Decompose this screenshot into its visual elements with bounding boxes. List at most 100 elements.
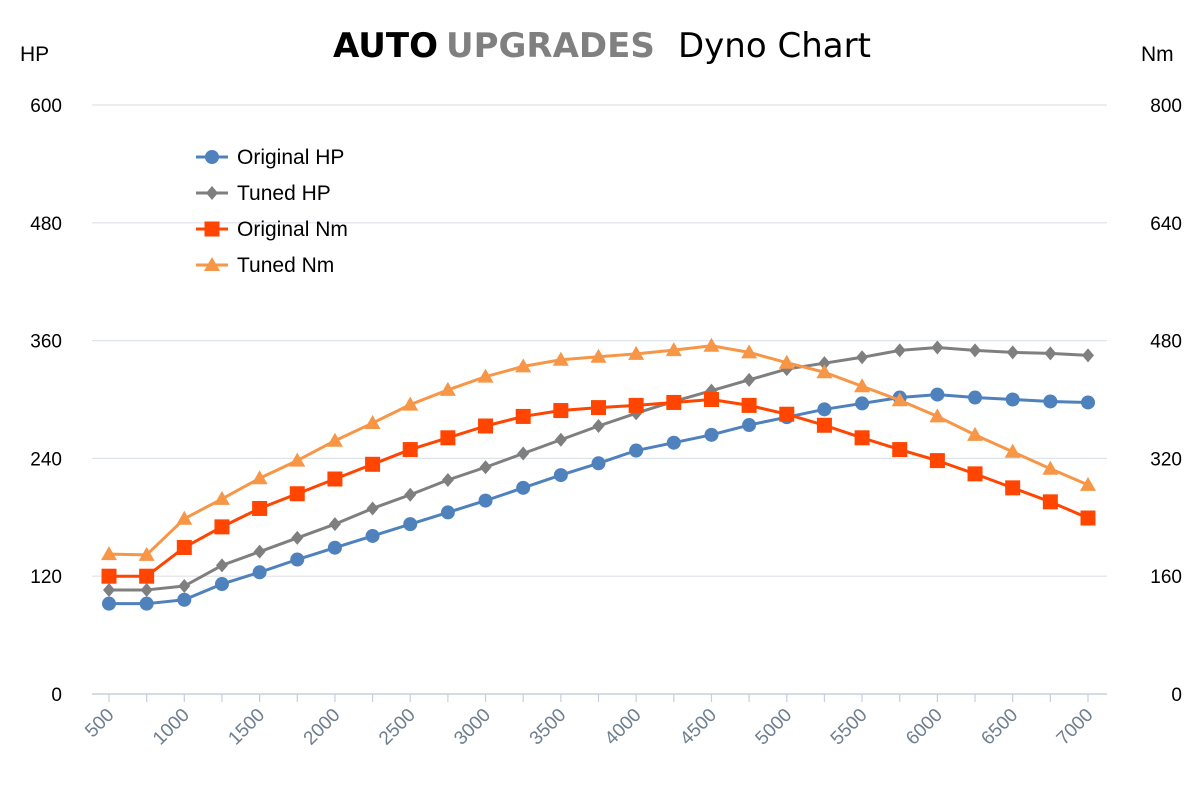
- x-tick-label: 2500: [375, 705, 420, 750]
- series-line: [108, 344, 1089, 557]
- data-point: [1006, 345, 1019, 360]
- data-point: [741, 397, 757, 413]
- series-original-hp: [102, 387, 1095, 611]
- data-point: [552, 351, 569, 366]
- data-point: [327, 471, 343, 487]
- right-tick-label: 640: [1150, 214, 1182, 235]
- data-point: [478, 418, 494, 434]
- chart-title: AUTO UPGRADES Dyno Chart: [333, 26, 871, 66]
- legend: Original HP Tuned HP Original Nm Tuned Nm: [196, 146, 348, 277]
- x-tick-label: 3500: [526, 705, 571, 750]
- legend-label: Tuned HP: [237, 182, 331, 205]
- data-point: [138, 546, 155, 561]
- data-point: [102, 596, 116, 611]
- data-point: [1004, 443, 1021, 458]
- data-point: [553, 403, 569, 419]
- data-point: [289, 452, 306, 467]
- data-point: [251, 470, 268, 485]
- right-tick-label: 320: [1150, 449, 1182, 470]
- data-point: [818, 356, 831, 371]
- data-point: [365, 456, 381, 472]
- right-tick-label: 0: [1171, 685, 1182, 706]
- x-tick-label: 1500: [224, 705, 269, 750]
- data-point: [477, 368, 494, 383]
- data-point: [214, 519, 230, 535]
- data-point: [931, 340, 944, 355]
- data-point: [743, 372, 756, 387]
- data-point: [1044, 346, 1057, 361]
- data-point: [289, 486, 305, 502]
- data-point: [816, 364, 833, 379]
- data-point: [478, 493, 493, 508]
- data-point: [591, 400, 606, 416]
- data-point: [666, 435, 681, 450]
- data-point: [515, 358, 532, 373]
- title-brand-grey: UPGRADES: [446, 26, 655, 66]
- data-point: [440, 505, 455, 520]
- data-point: [855, 396, 870, 411]
- data-point: [629, 443, 644, 458]
- data-point: [779, 406, 795, 422]
- data-point: [891, 392, 908, 407]
- right-axis-unit-label: Nm: [1141, 43, 1174, 66]
- data-point: [778, 354, 795, 369]
- right-tick-label: 160: [1150, 567, 1182, 588]
- data-point: [176, 510, 193, 525]
- data-point: [402, 396, 419, 411]
- legend-marker: [204, 257, 220, 271]
- data-point: [516, 480, 531, 495]
- data-point: [366, 501, 379, 516]
- data-point: [404, 487, 417, 502]
- data-point: [252, 500, 268, 516]
- x-tick-label: 2000: [300, 705, 345, 750]
- data-point: [214, 577, 229, 592]
- right-tick-label: 480: [1150, 332, 1182, 353]
- left-tick-label: 120: [30, 567, 62, 588]
- data-point: [177, 592, 192, 607]
- data-point: [553, 468, 568, 483]
- data-point: [140, 582, 153, 597]
- data-point: [666, 394, 682, 410]
- data-point: [326, 432, 343, 447]
- data-point: [440, 430, 456, 446]
- series-tuned-hp: [103, 340, 1094, 597]
- legend-label: Tuned Nm: [237, 254, 334, 277]
- data-point: [103, 582, 115, 597]
- data-point: [742, 418, 757, 433]
- legend-item: Original HP: [196, 146, 344, 169]
- title-brand-bold: AUTO: [333, 26, 438, 66]
- data-point: [969, 343, 982, 358]
- data-point: [215, 558, 228, 573]
- data-point: [402, 442, 418, 458]
- data-point: [665, 342, 682, 357]
- left-tick-label: 240: [30, 449, 62, 470]
- data-point: [1080, 510, 1096, 526]
- data-point: [967, 426, 984, 441]
- legend-item: Original Nm: [196, 218, 348, 241]
- x-tick-label: 5000: [752, 705, 797, 750]
- data-point: [628, 397, 644, 413]
- data-point: [817, 402, 832, 417]
- legend-item: Tuned Nm: [196, 254, 334, 277]
- data-point: [854, 378, 871, 393]
- data-point: [1082, 348, 1094, 363]
- data-point: [327, 540, 342, 555]
- data-point: [517, 446, 530, 461]
- data-point: [364, 415, 381, 430]
- data-point: [592, 419, 605, 434]
- data-point: [1080, 476, 1096, 491]
- x-tick-label: 1000: [149, 705, 194, 750]
- data-point: [101, 568, 117, 584]
- left-axis-unit-label: HP: [20, 43, 49, 66]
- x-tick-label: 6000: [902, 705, 947, 750]
- series-tuned-nm: [101, 337, 1096, 561]
- data-point: [178, 579, 191, 594]
- data-point: [403, 517, 418, 532]
- data-point: [816, 417, 832, 433]
- series-layer: [101, 337, 1096, 611]
- legend-label: Original HP: [237, 146, 344, 169]
- x-tick-label: 7000: [1053, 705, 1098, 750]
- data-point: [479, 460, 492, 475]
- data-point: [176, 539, 192, 555]
